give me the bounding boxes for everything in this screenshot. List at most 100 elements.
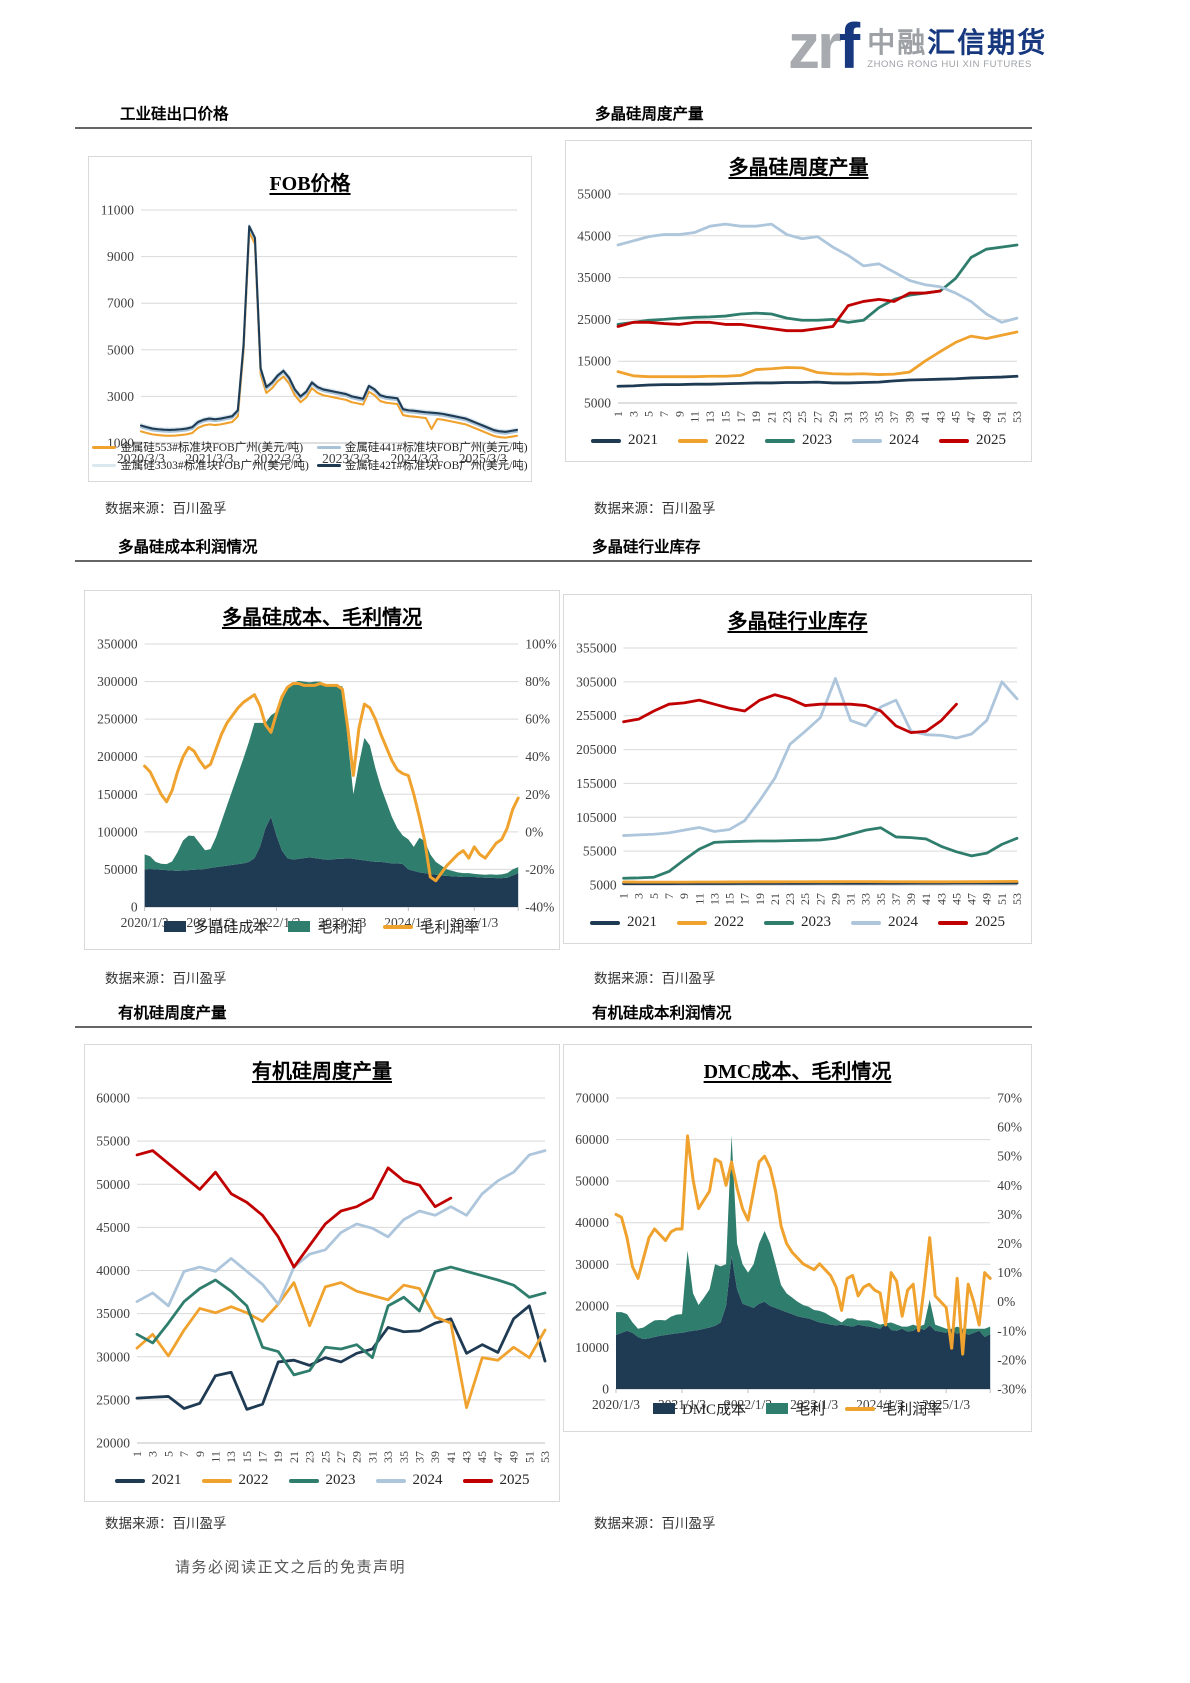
svg-text:100000: 100000 [97,824,138,839]
svg-text:2020/3/3: 2020/3/3 [117,451,165,466]
data-source-5: 数据来源：百川盈孚 [105,1516,227,1531]
svg-text:2021/1/3: 2021/1/3 [187,915,235,930]
svg-text:13: 13 [707,893,721,905]
legend-item: 金属硅441#标准块FOB广州(美元/吨) [316,439,528,455]
svg-text:40000: 40000 [96,1263,130,1278]
svg-text:40%: 40% [525,749,550,764]
svg-text:37: 37 [412,1451,426,1463]
silicone-weekly-output-chart: 有机硅周度产量 60000 55000 50000 45000 40000 35000 30… [84,1044,560,1502]
legend-label: 2025 [976,432,1006,448]
svg-text:43: 43 [934,893,948,905]
svg-text:1: 1 [130,1451,144,1457]
legend-label: 2024 [412,1472,443,1488]
legend-label: 2021 [628,432,658,448]
svg-text:47: 47 [491,1451,505,1463]
svg-text:23: 23 [783,893,797,905]
data-source-4: 数据来源：百川盈孚 [594,971,716,986]
legend-swatch [316,445,341,449]
svg-text:3: 3 [146,1451,160,1457]
chart-title-poly-weekly: 多晶硅周度产量 [728,157,869,179]
svg-text:-10%: -10% [997,1323,1026,1338]
svg-text:1: 1 [611,411,625,417]
svg-text:25: 25 [798,893,812,905]
svg-text:2025/3/3: 2025/3/3 [459,451,507,466]
svg-text:55000: 55000 [96,1134,130,1149]
svg-text:0%: 0% [525,824,543,839]
fob-price-legend: 金属硅553#标准块FOB广州(美元/吨) 金属硅441#标准块FOB广州(美元/… [89,439,531,481]
svg-text:33: 33 [381,1451,395,1463]
silicone-weekly-output-plot: 60000 55000 50000 45000 40000 35000 30000 25000… [85,1088,559,1468]
legend-label: 多晶硅成本 [193,920,269,936]
legend-item: 2025 [938,914,1005,931]
svg-text:3000: 3000 [107,389,134,404]
legend-label: 2021 [151,1472,182,1488]
svg-text:355000: 355000 [576,641,617,656]
legend-label: 2023 [325,1472,356,1488]
polysilicon-inventory-legend: 2021 2022 2023 2024 2025 [564,910,1031,943]
svg-text:9000: 9000 [107,249,134,264]
legend-label: 2023 [802,432,832,448]
legend-label: 2024 [889,432,919,448]
svg-text:11: 11 [208,1451,222,1463]
svg-text:2020/1/3: 2020/1/3 [592,1397,640,1412]
svg-text:35: 35 [874,893,888,905]
svg-text:45000: 45000 [96,1220,130,1235]
polysilicon-weekly-output-plot: 55000 45000 35000 25000 15000 5000 1 3 5 7 9 11 13 15… [566,184,1031,428]
legend-item: 2021 [590,914,657,931]
svg-text:350000: 350000 [97,637,138,652]
legend-swatch [288,921,311,932]
legend-swatch [939,438,969,443]
svg-text:7: 7 [657,411,671,417]
svg-text:10%: 10% [997,1265,1022,1280]
svg-text:5000: 5000 [590,878,617,893]
legend-item: 多晶硅成本 [164,916,268,937]
svg-text:-20%: -20% [997,1352,1026,1367]
svg-text:25000: 25000 [96,1392,130,1407]
svg-text:15: 15 [723,893,737,905]
svg-text:9: 9 [677,893,691,899]
svg-text:100%: 100% [525,637,557,652]
svg-text:23: 23 [303,1451,317,1463]
polysilicon-weekly-output-chart: 多晶硅周度产量 55000 45000 35000 25000 15000 5000 1 3 5… [565,140,1032,462]
svg-text:27: 27 [811,411,825,423]
section-divider [75,127,1032,129]
legend-swatch [852,438,882,443]
svg-text:50000: 50000 [575,1174,609,1189]
svg-text:41: 41 [919,893,933,905]
svg-text:53: 53 [1010,893,1024,905]
legend-label: 2025 [975,914,1005,930]
legend-label: 2022 [715,432,745,448]
svg-text:39: 39 [428,1451,442,1463]
svg-text:17: 17 [734,411,748,423]
svg-text:27: 27 [813,893,827,905]
svg-text:10000: 10000 [575,1340,609,1355]
section-title-silicone-cost-profit: 有机硅成本利润情况 [592,1005,732,1022]
legend-item: 2025 [462,1472,530,1489]
data-source-2: 数据来源：百川盈孚 [594,501,716,516]
svg-text:20000: 20000 [575,1298,609,1313]
svg-text:70%: 70% [997,1091,1022,1106]
legend-item: 2022 [678,432,745,449]
svg-text:15: 15 [718,411,732,423]
dmc-cost-profit-legend: DMC成本 毛利 毛利润率 [564,1394,1031,1431]
svg-text:80%: 80% [525,674,550,689]
legend-label: 2023 [801,914,831,930]
svg-text:53: 53 [1010,411,1024,423]
svg-text:60000: 60000 [575,1132,609,1147]
svg-text:29: 29 [350,1451,364,1463]
svg-text:35: 35 [397,1451,411,1463]
section-title-polysilicon-weekly-output: 多晶硅周度产量 [595,106,704,123]
svg-text:31: 31 [844,893,858,905]
polysilicon-inventory-plot: 355000 305000 255000 205000 155000 105000 5500… [564,638,1031,910]
svg-text:45: 45 [475,1451,489,1463]
logo-wordmark: 中融汇信期货 ZHONG RONG HUI XIN FUTURES [867,27,1047,72]
svg-text:11000: 11000 [101,203,134,218]
svg-text:205000: 205000 [576,742,617,757]
legend-swatch [678,438,708,443]
svg-text:43: 43 [933,411,947,423]
svg-text:9: 9 [672,411,686,417]
legend-swatch [590,920,620,925]
legend-swatch [92,445,117,449]
svg-text:155000: 155000 [576,776,617,791]
polysilicon-weekly-output-legend: 2021 2022 2023 2024 2025 [566,428,1031,461]
